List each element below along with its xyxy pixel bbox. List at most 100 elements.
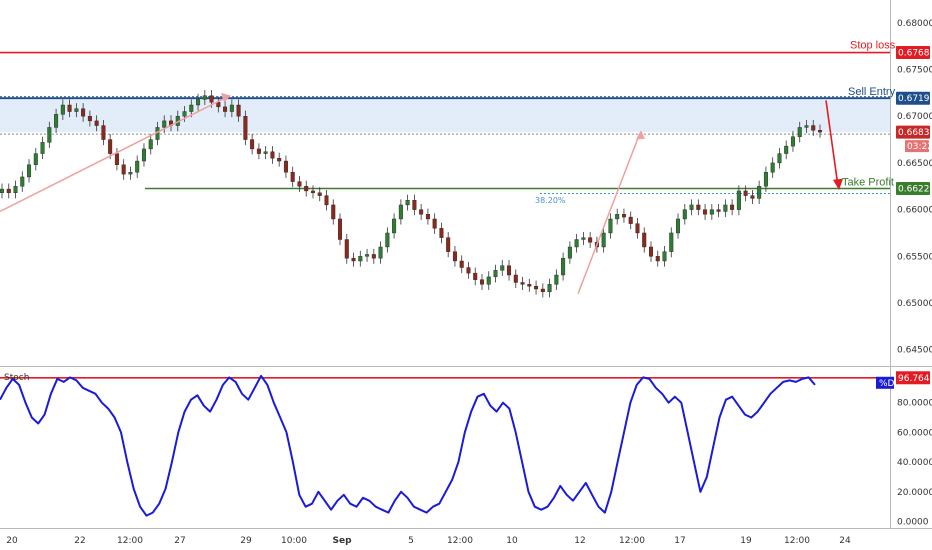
- candle-body: [94, 120, 99, 126]
- candle-body: [507, 265, 512, 276]
- x-tick-label: 12: [574, 536, 585, 546]
- candle-body: [290, 172, 295, 182]
- candle-body: [81, 108, 86, 117]
- candle-body: [229, 104, 234, 112]
- price-panel[interactable]: [0, 0, 890, 366]
- candle-body: [716, 209, 721, 212]
- candle-body: [108, 139, 113, 154]
- stop-loss-tag-bg: [896, 46, 930, 60]
- candle-body: [6, 188, 11, 194]
- candle-body: [581, 237, 586, 240]
- candle-body: [101, 125, 106, 140]
- current-price-tag: 0.66830: [898, 128, 932, 138]
- candle-body: [87, 116, 92, 122]
- candle-body: [419, 209, 424, 215]
- candle-body: [371, 254, 376, 259]
- candle-body: [27, 164, 32, 178]
- x-tick-label: 20: [6, 536, 18, 546]
- stoch-level-tag: 96.7648: [898, 374, 932, 384]
- candle-body: [682, 209, 687, 220]
- candle-body: [797, 127, 802, 137]
- candle-body: [493, 270, 498, 278]
- y-tick-label: 0.66000: [897, 206, 932, 216]
- candle-body: [628, 216, 633, 224]
- candle-body: [60, 104, 65, 115]
- y-tick-label: 0.64500: [897, 346, 932, 356]
- stochastic-indicator: 0.0000 20.0000 40.0000 60.0000 80.0000 96.764…: [0, 371, 932, 528]
- x-tick-label: 27: [174, 536, 185, 546]
- y-tick-label: 0.65000: [897, 299, 932, 309]
- candle-body: [121, 164, 126, 175]
- candle-body: [277, 158, 282, 162]
- candle-body: [344, 239, 349, 259]
- x-tick-label: 5: [408, 536, 414, 546]
- candle-body: [730, 204, 735, 210]
- candle-body: [54, 114, 59, 128]
- stop-loss-tag: 0.67682: [898, 49, 932, 59]
- candle-body: [608, 218, 613, 234]
- stoch-tick-label: 60.0000: [897, 428, 932, 438]
- candle-body: [520, 282, 525, 285]
- candle-body: [621, 214, 626, 218]
- candle-body: [446, 237, 451, 252]
- candle-body: [263, 151, 268, 154]
- sell-zone-band: [0, 98, 890, 133]
- uptrend-arrow-line: [0, 95, 229, 213]
- y-tick-label: 0.66500: [897, 159, 932, 169]
- candle-body: [196, 99, 201, 106]
- candle-body: [47, 127, 52, 143]
- stoch-tick-label: 0.0000: [897, 518, 929, 528]
- candle-body: [818, 130, 823, 133]
- candle-body: [310, 190, 315, 194]
- candle-body: [669, 232, 674, 252]
- candle-body: [114, 153, 119, 165]
- candle-body: [331, 204, 336, 220]
- candle-body: [534, 286, 539, 290]
- candle-body: [256, 148, 261, 154]
- candle-body: [770, 162, 775, 173]
- uptrend-arrow-head: [221, 92, 231, 103]
- candle-body: [0, 188, 4, 194]
- candle-body: [784, 145, 789, 154]
- sell-entry-tag: 0.67193: [898, 94, 932, 104]
- candle-body: [615, 214, 620, 220]
- candle-body: [588, 237, 593, 243]
- x-tick-label: 22: [74, 536, 85, 546]
- x-tick-label: 10: [506, 536, 518, 546]
- stoch-legend: %D: [879, 379, 895, 389]
- stoch-panel[interactable]: [0, 367, 890, 528]
- stoch-legend-bg: [876, 376, 894, 389]
- candle-body: [358, 256, 363, 262]
- x-tick-label: 24: [839, 536, 851, 546]
- candle-body: [561, 257, 566, 276]
- candle-body: [385, 232, 390, 248]
- fib-label: 38.20%: [535, 196, 566, 205]
- candle-body: [297, 181, 302, 187]
- projection-arrows: [0, 92, 843, 294]
- candle-body: [696, 204, 701, 210]
- candle-body: [135, 160, 140, 173]
- stoch-d-line: [0, 374, 816, 517]
- candle-body: [439, 228, 444, 238]
- time-axis: 20 22 12:00 27 29 10:00 Sep 5 12:00 10 12 12:00 17 19…: [6, 536, 851, 546]
- candle-body: [13, 186, 18, 194]
- candle-body: [40, 142, 45, 154]
- candle-body: [648, 246, 653, 257]
- countdown-tag-bg: [905, 140, 929, 153]
- candle-body: [452, 251, 457, 262]
- candle-body: [662, 251, 667, 262]
- sell-arrow-head: [833, 178, 843, 191]
- candle-body: [250, 139, 255, 150]
- x-tick-label: 12:00: [619, 536, 645, 546]
- current-price-tag-bg: [896, 125, 930, 139]
- candle-body: [500, 265, 505, 271]
- candle-body: [392, 218, 397, 234]
- sell-zone: [0, 96, 890, 135]
- candle-body: [33, 153, 38, 165]
- candle-body: [365, 254, 370, 257]
- candle-body: [790, 136, 795, 147]
- x-tick-label: 19: [740, 536, 752, 546]
- candle-body: [757, 186, 762, 199]
- candle-body: [243, 116, 248, 140]
